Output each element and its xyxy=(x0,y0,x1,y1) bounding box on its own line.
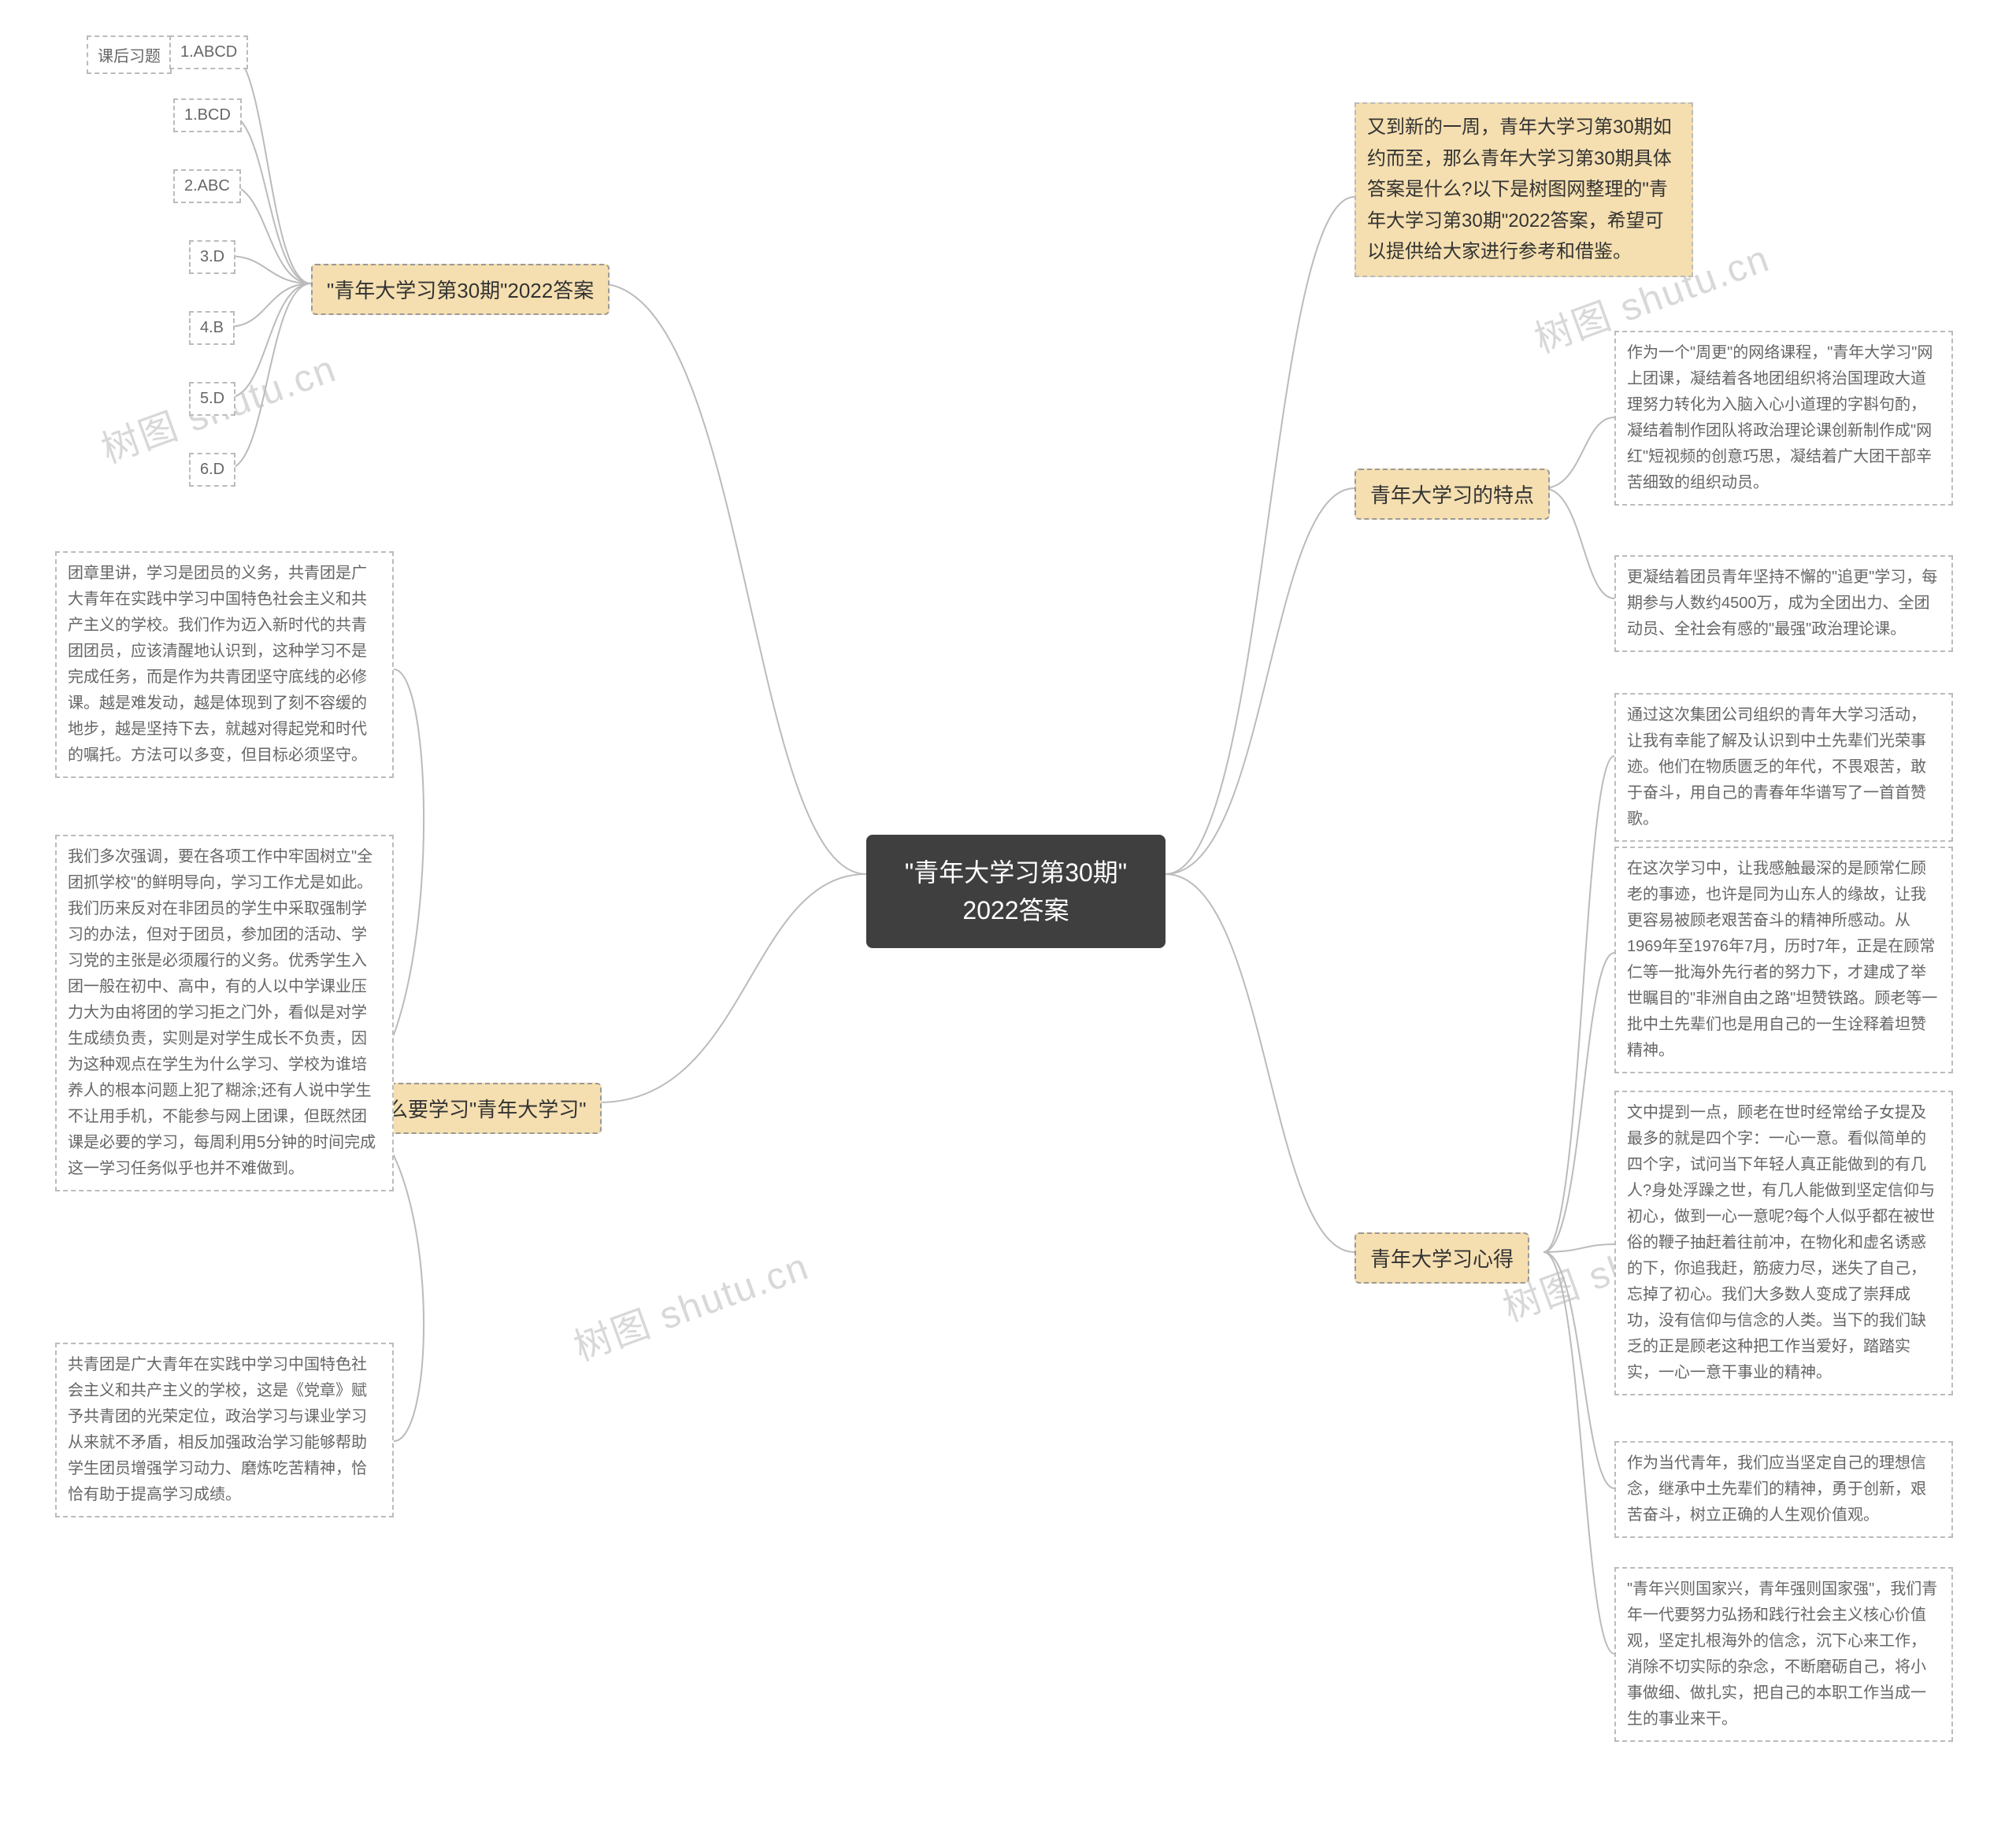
answer-item: 4.B xyxy=(189,311,235,345)
answers-header: 课后习题 xyxy=(87,35,172,74)
answer-item: 1.ABCD xyxy=(169,35,248,69)
why-para: 团章里讲，学习是团员的义务，共青团是广大青年在实践中学习中国特色社会主义和共产主… xyxy=(55,551,394,778)
answer-item: 2.ABC xyxy=(173,169,241,203)
branch-answers[interactable]: "青年大学习第30期"2022答案 xyxy=(311,264,610,315)
reflection-para: 作为当代青年，我们应当坚定自己的理想信念，继承中土先辈们的精神，勇于创新，艰苦奋… xyxy=(1614,1441,1953,1538)
reflection-para: 在这次学习中，让我感触最深的是顾常仁顾老的事迹，也许是同为山东人的缘故，让我更容… xyxy=(1614,847,1953,1073)
answer-item: 6.D xyxy=(189,453,235,487)
answer-item: 5.D xyxy=(189,382,235,416)
branch-features[interactable]: 青年大学习的特点 xyxy=(1354,469,1550,520)
center-node[interactable]: "青年大学习第30期" 2022答案 xyxy=(866,835,1166,948)
why-para: 我们多次强调，要在各项工作中牢固树立"全团抓学校"的鲜明导向，学习工作尤是如此。… xyxy=(55,835,394,1191)
branch-reflection[interactable]: 青年大学习心得 xyxy=(1354,1232,1529,1284)
feature-para: 作为一个"周更"的网络课程，"青年大学习"网上团课，凝结着各地团组织将治国理政大… xyxy=(1614,331,1953,506)
answer-item: 1.BCD xyxy=(173,98,242,132)
reflection-para: 文中提到一点，顾老在世时经常给子女提及最多的就是四个字：一心一意。看似简单的四个… xyxy=(1614,1091,1953,1395)
reflection-para: 通过这次集团公司组织的青年大学习活动，让我有幸能了解及认识到中土先辈们光荣事迹。… xyxy=(1614,693,1953,842)
why-para: 共青团是广大青年在实践中学习中国特色社会主义和共产主义的学校，这是《党章》赋予共… xyxy=(55,1343,394,1517)
feature-para: 更凝结着团员青年坚持不懈的"追更"学习，每期参与人数约4500万，成为全团出力、… xyxy=(1614,555,1953,652)
reflection-para: "青年兴则国家兴，青年强则国家强"，我们青年一代要努力弘扬和践行社会主义核心价值… xyxy=(1614,1567,1953,1742)
watermark: 树图 shutu.cn xyxy=(565,1236,815,1372)
answer-item: 3.D xyxy=(189,240,235,274)
intro-box: 又到新的一周，青年大学习第30期如约而至，那么青年大学习第30期具体答案是什么?… xyxy=(1354,102,1693,277)
